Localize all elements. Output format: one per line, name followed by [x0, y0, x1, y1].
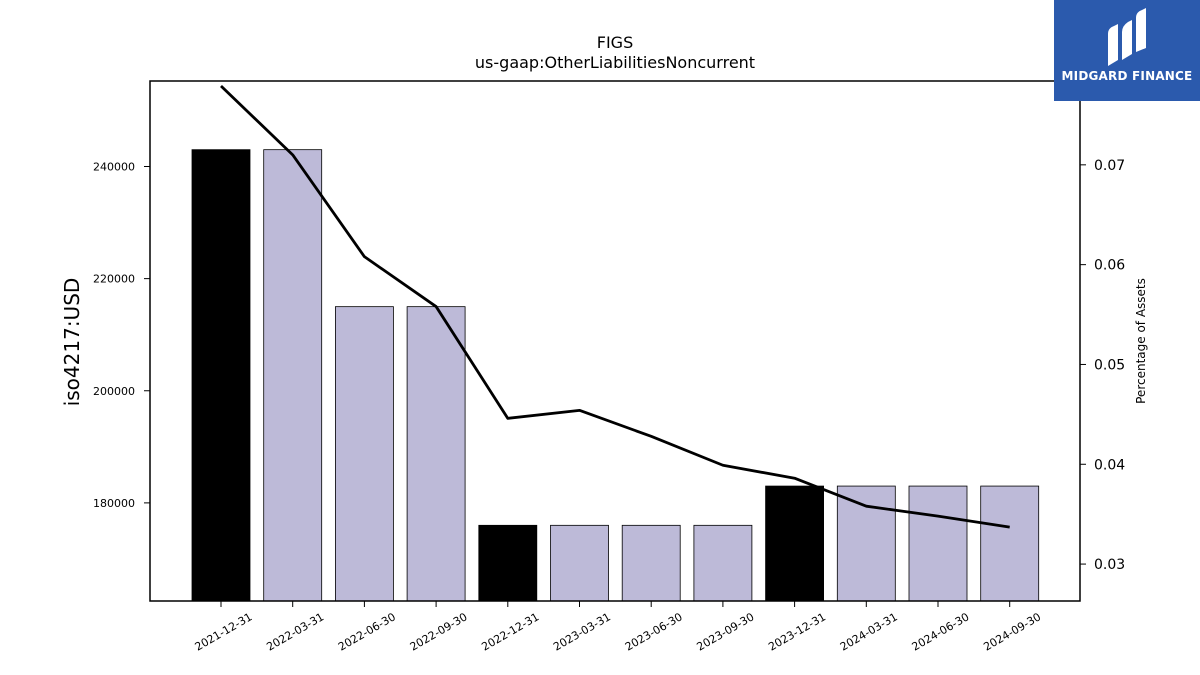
chart-subtitle: us-gaap:OtherLiabilitiesNoncurrent: [475, 53, 755, 72]
plot-frame: [149, 80, 1081, 602]
x-tick-label: 2023-09-30: [695, 610, 757, 653]
bar: [621, 524, 681, 602]
x-tick-label: 2021-12-31: [193, 610, 255, 653]
bar: [334, 306, 394, 602]
x-tick-label: 2022-09-30: [408, 610, 470, 653]
x-tick-label: 2023-06-30: [623, 610, 685, 653]
chart-title: FIGS: [597, 33, 633, 52]
bar: [693, 524, 753, 602]
bar: [191, 149, 251, 602]
y2-tick-label: 0.07: [1094, 158, 1125, 174]
logo-mark-icon: [1108, 8, 1146, 66]
series-line: [220, 84, 1010, 529]
x-tick-label: 2024-06-30: [910, 610, 972, 653]
logo: MIDGARD FINANCE: [1054, 0, 1200, 101]
x-tick-label: 2024-09-30: [981, 610, 1043, 653]
y2-tick-label: 0.05: [1094, 357, 1125, 373]
bar: [406, 306, 466, 602]
bar: [263, 149, 323, 602]
x-tick-label: 2022-12-31: [479, 610, 541, 653]
y-axis-label: iso4217:USD: [60, 278, 84, 407]
y-tick-label: 200000: [93, 385, 135, 398]
logo-text: MIDGARD FINANCE: [1061, 69, 1193, 83]
bar: [550, 524, 609, 602]
y2-tick-label: 0.04: [1094, 457, 1125, 473]
y2-tick-label: 0.03: [1094, 557, 1125, 573]
y-tick-label: 180000: [93, 497, 135, 510]
y-tick-label: 240000: [93, 160, 135, 173]
x-tick-label: 2023-03-31: [551, 610, 613, 653]
bar: [836, 485, 896, 602]
x-axis: 2021-12-31 2022-03-31 2022-06-30 2022-09-30…: [193, 601, 1043, 654]
x-tick-label: 2024-03-31: [838, 610, 900, 653]
y2-axis-label: Percentage of Assets: [1134, 278, 1148, 404]
x-tick-label: 2022-06-30: [336, 610, 398, 653]
bar: [908, 485, 968, 602]
bar: [765, 485, 824, 602]
bar-group: [191, 149, 1040, 602]
y-tick-label: 220000: [93, 273, 135, 286]
x-tick-label: 2022-03-31: [264, 610, 326, 653]
line-group: [220, 84, 1010, 529]
bar: [478, 524, 538, 602]
y-axis-right: 0.03 0.04 0.05 0.06 0.07: [1080, 158, 1125, 573]
y-axis-left: 180000 200000 220000 240000: [93, 160, 150, 510]
x-tick-label: 2023-12-31: [766, 610, 828, 653]
bar: [980, 485, 1040, 602]
y2-tick-label: 0.06: [1094, 258, 1125, 274]
